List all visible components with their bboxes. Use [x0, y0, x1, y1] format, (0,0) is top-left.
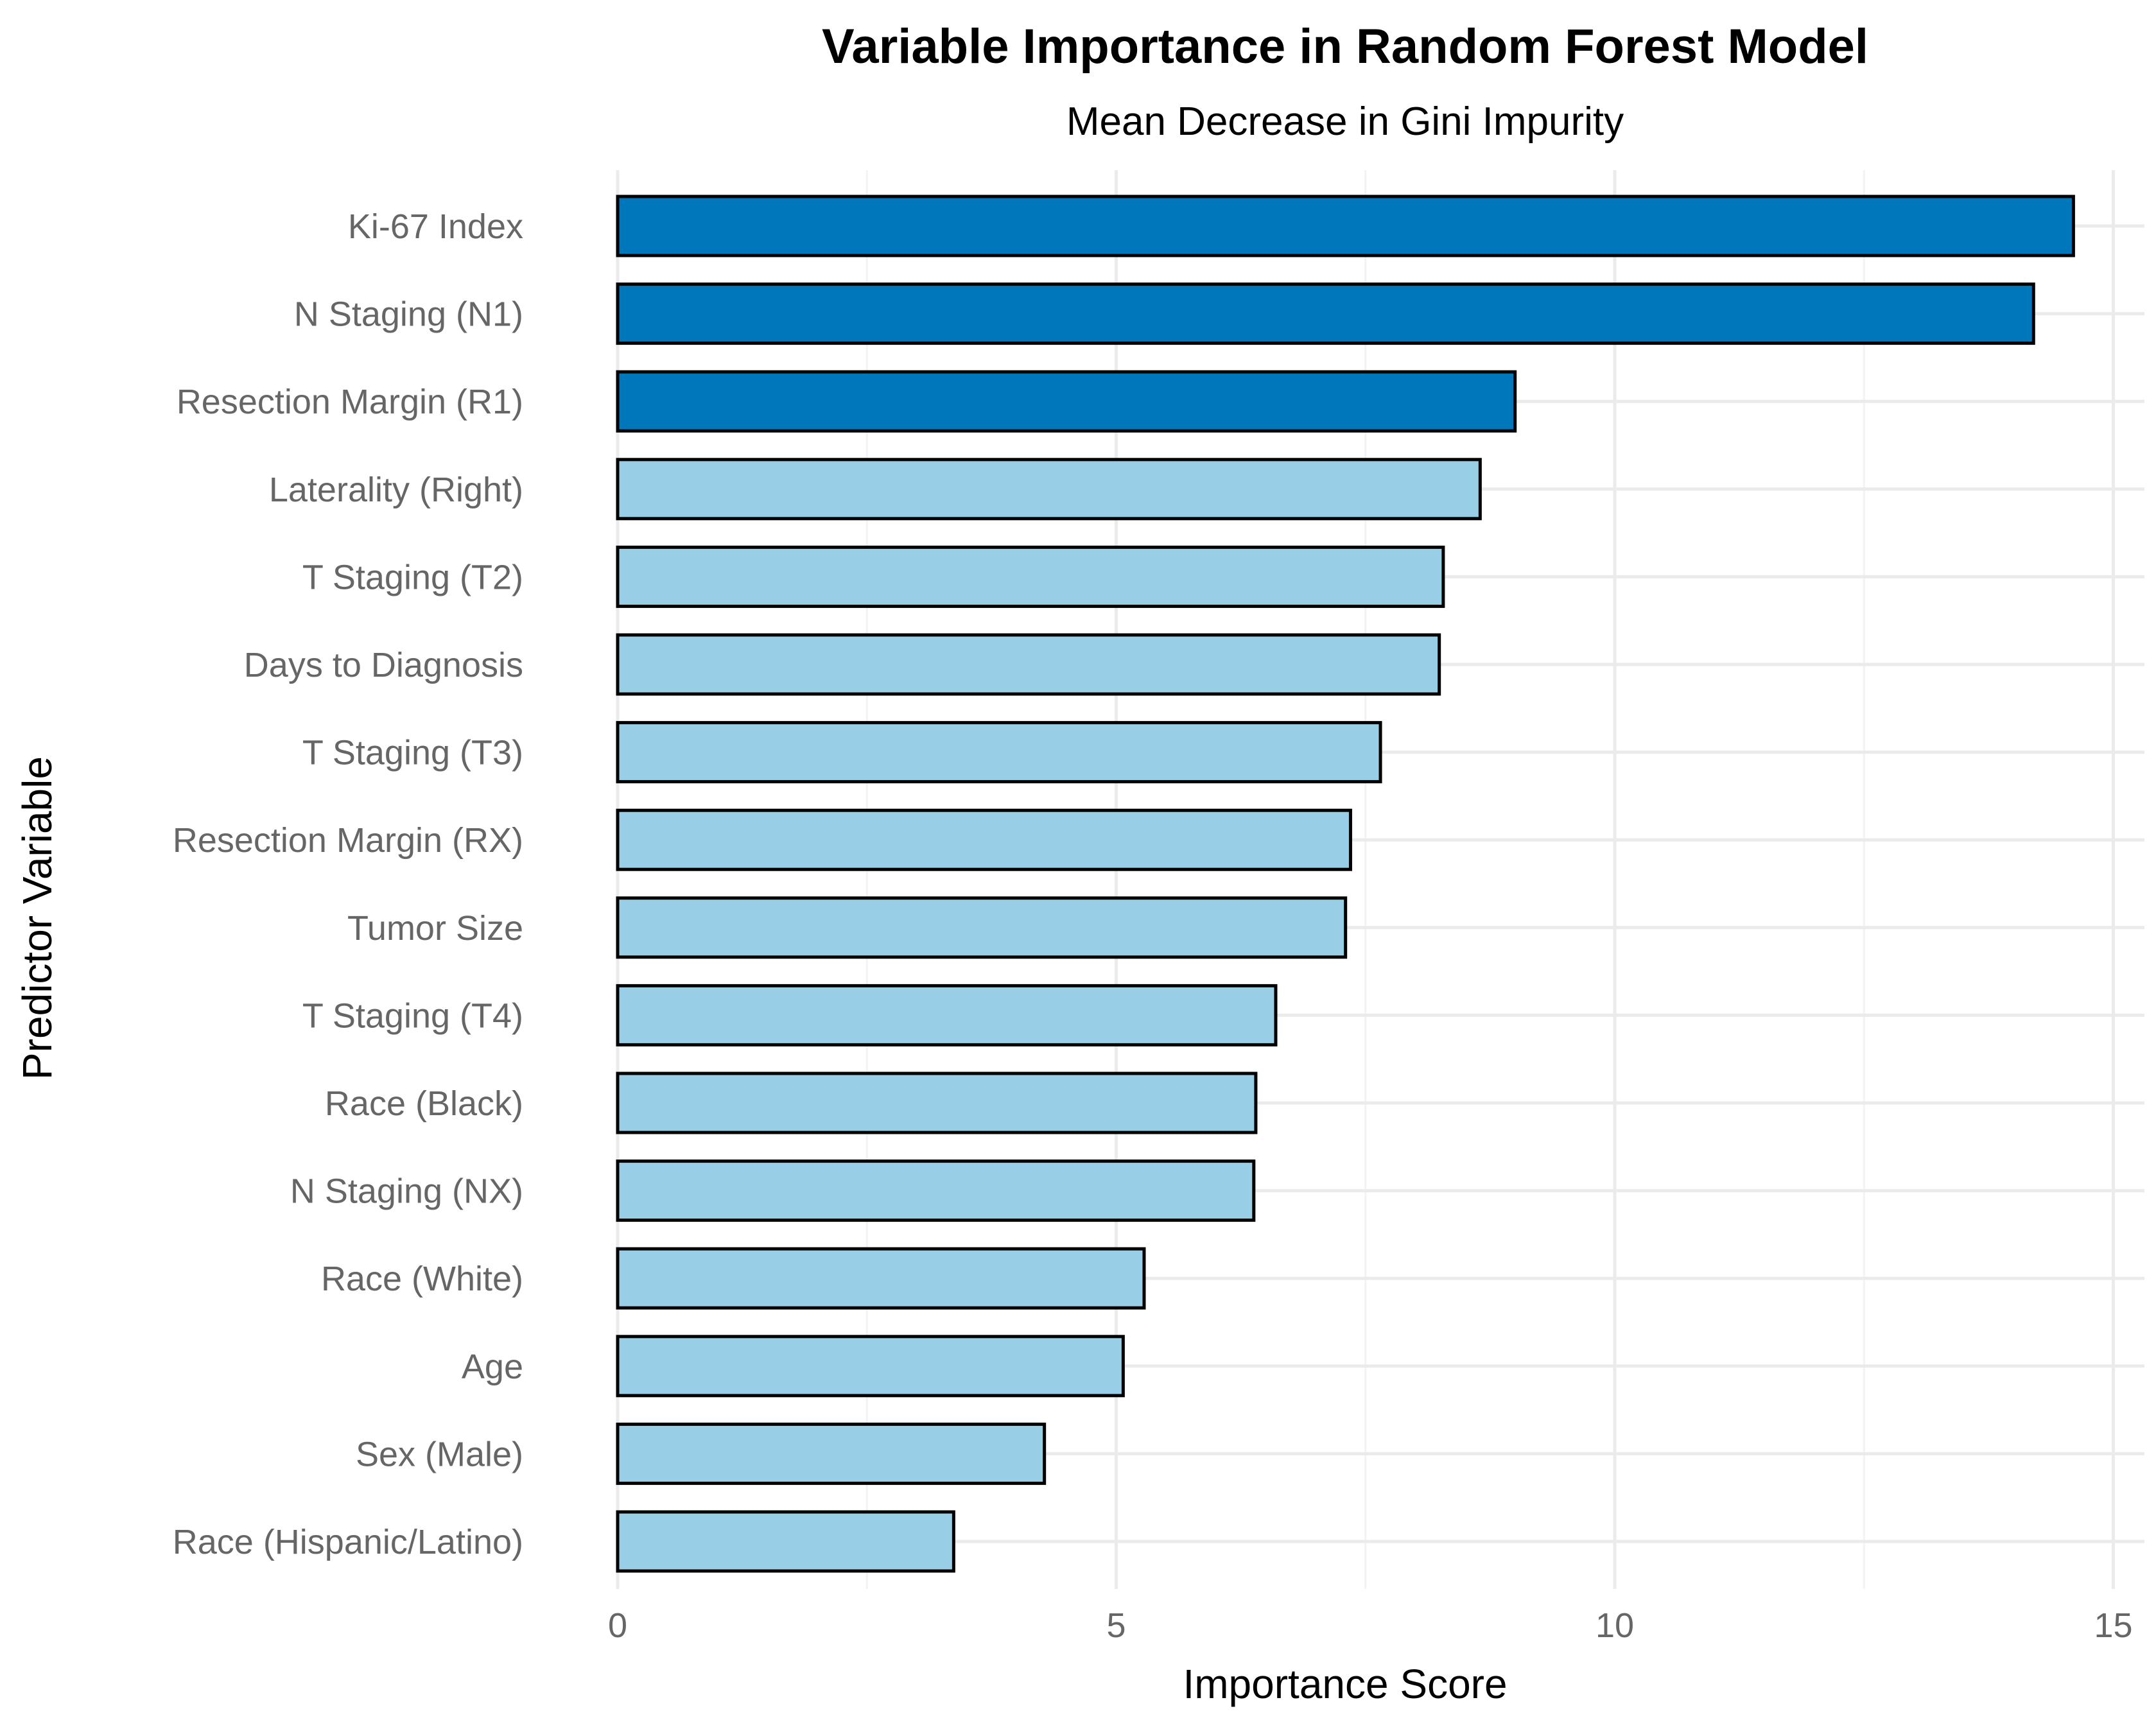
- y-tick-label: N Staging (NX): [290, 1172, 523, 1211]
- bar: [616, 458, 1482, 521]
- y-tick-label: Resection Margin (RX): [173, 821, 523, 860]
- y-tick-label: Race (Black): [325, 1084, 523, 1123]
- y-tick-label: Sex (Male): [356, 1435, 523, 1473]
- y-tick-label: Days to Diagnosis: [244, 646, 523, 684]
- y-tick-label: N Staging (N1): [294, 295, 523, 334]
- bar: [616, 984, 1278, 1046]
- y-tick-label: Laterality (Right): [269, 471, 523, 509]
- bar: [616, 721, 1382, 784]
- bar: [616, 1247, 1146, 1310]
- y-tick-label: Race (White): [321, 1260, 523, 1298]
- bar: [616, 1510, 955, 1573]
- bar: [616, 282, 2035, 345]
- y-tick-label: Ki-67 Index: [348, 207, 523, 246]
- x-tick-labels: 0 5 10 15: [608, 1606, 2133, 1645]
- bar: [616, 545, 1445, 608]
- y-tick-label: Race (Hispanic/Latino): [173, 1523, 523, 1561]
- y-tick-label: Resection Margin (R1): [177, 383, 523, 421]
- y-tick-label: T Staging (T3): [302, 734, 523, 772]
- chart-title: Variable Importance in Random Forest Mod…: [822, 19, 1868, 74]
- bar: [616, 633, 1441, 696]
- x-axis-title: Importance Score: [1183, 1661, 1507, 1707]
- bar: [616, 370, 1517, 433]
- chart-subtitle: Mean Decrease in Gini Impurity: [1066, 100, 1624, 144]
- bar: [616, 896, 1348, 959]
- x-tick-label: 10: [1595, 1606, 1634, 1645]
- bar: [616, 195, 2075, 257]
- bar: [616, 808, 1352, 871]
- y-tick-label: Age: [462, 1348, 523, 1386]
- y-tick-labels: Ki-67 Index N Staging (N1) Resection Margi…: [173, 207, 523, 1561]
- bars: [616, 195, 2075, 1573]
- y-axis-title: Predictor Variable: [14, 756, 60, 1080]
- y-tick-label: T Staging (T4): [302, 996, 523, 1035]
- bar: [616, 1072, 1258, 1134]
- y-tick-label: Tumor Size: [347, 909, 523, 948]
- x-tick-label: 0: [608, 1606, 627, 1645]
- y-tick-label: T Staging (T2): [302, 558, 523, 596]
- bar: [616, 1335, 1125, 1398]
- bar: [616, 1422, 1047, 1485]
- x-tick-label: 5: [1106, 1606, 1126, 1645]
- x-tick-label: 15: [2094, 1606, 2132, 1645]
- bar: [616, 1159, 1256, 1222]
